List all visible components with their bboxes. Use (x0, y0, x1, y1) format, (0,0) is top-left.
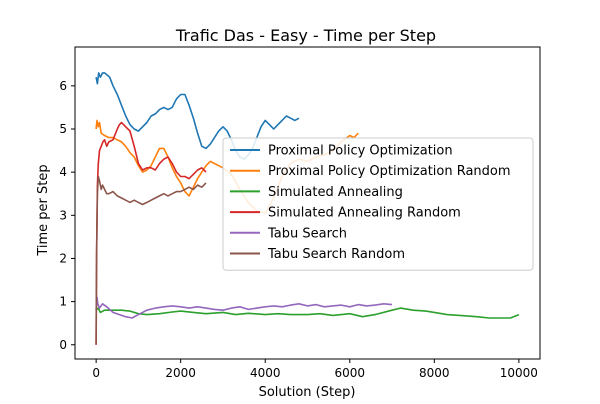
y-axis-label: Time per Step (36, 164, 51, 256)
x-tick-label: 8000 (419, 366, 450, 380)
x-tick-label: 2000 (165, 366, 196, 380)
y-tick-label: 6 (59, 79, 67, 93)
x-tick-label: 6000 (334, 366, 365, 380)
y-tick-label: 5 (59, 122, 67, 136)
legend-label: Proximal Policy Optimization (268, 144, 453, 159)
series-line-4 (95, 121, 207, 345)
chart-title: Trafic Das - Easy - Time per Step (175, 26, 436, 45)
legend-label: Simulated Annealing (268, 185, 403, 200)
y-axis: 0 1 2 3 4 5 6 (59, 79, 75, 352)
legend-box (222, 137, 534, 271)
y-tick-label: 1 (59, 295, 67, 309)
series-line-1 (95, 72, 300, 160)
y-tick-label: 4 (59, 165, 67, 179)
x-tick-label: 10000 (500, 366, 538, 380)
series-line-3 (95, 307, 520, 319)
legend-label: Tabu Search (267, 226, 347, 241)
y-tick-label: 0 (59, 338, 67, 352)
y-tick-label: 3 (59, 208, 67, 222)
legend-label: Simulated Annealing Random (268, 206, 461, 221)
series-line-6 (95, 175, 207, 345)
legend-label: Tabu Search Random (267, 247, 405, 262)
y-tick-label: 2 (59, 251, 67, 265)
legend: Proximal Policy Optimization Proximal Pol… (222, 137, 534, 271)
series-line-5 (95, 296, 393, 319)
legend-label: Proximal Policy Optimization Random (268, 164, 511, 179)
series-layer (95, 72, 520, 345)
plot-frame (74, 46, 541, 360)
x-axis: 0 2000 4000 6000 8000 10000 (92, 359, 538, 380)
x-tick-label: 4000 (250, 366, 281, 380)
x-tick-label: 0 (92, 366, 100, 380)
x-axis-label: Solution (Step) (259, 385, 356, 400)
